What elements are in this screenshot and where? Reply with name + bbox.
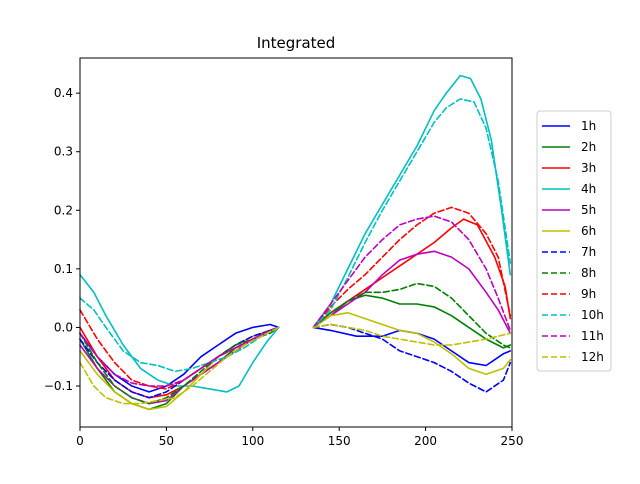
y-tick-label: 0.2	[54, 203, 73, 217]
legend-label-12h: 12h	[581, 350, 604, 364]
series-line-7h-segment-2	[312, 323, 512, 393]
series-line-9h-segment-1	[79, 309, 280, 390]
x-tick-label: 50	[159, 434, 174, 448]
legend-label-8h: 8h	[581, 266, 596, 280]
series-line-3h-segment-2	[312, 218, 512, 329]
series-line-10h-segment-1	[79, 297, 280, 373]
legend-box	[536, 110, 612, 372]
y-tick-label: 0.4	[54, 86, 73, 100]
x-tick-label: 250	[501, 434, 524, 448]
series-line-11h-segment-1	[79, 326, 280, 387]
series-line-6h-segment-2	[312, 312, 512, 376]
series-line-12h-segment-1	[79, 326, 280, 405]
series-line-9h-segment-2	[312, 206, 512, 329]
legend-label-10h: 10h	[581, 308, 604, 322]
x-tick-label: 100	[241, 434, 264, 448]
y-tick-label: −0.1	[44, 379, 73, 393]
legend-label-6h: 6h	[581, 224, 596, 238]
legend-label-9h: 9h	[581, 287, 596, 301]
legend: 1h 2h 3h 4h 5h 6h 7h 8h 9h 10h 11h 12h	[536, 110, 612, 372]
x-tick-label: 150	[328, 434, 351, 448]
series-line-11h-segment-2	[312, 215, 512, 332]
legend-label-7h: 7h	[581, 245, 596, 259]
y-tick-label: 0.0	[54, 320, 73, 334]
y-tick-label: 0.3	[54, 145, 73, 159]
chart-title: Integrated	[257, 34, 336, 52]
x-axis: 0 50 100 150 200 250	[76, 427, 523, 448]
legend-label-2h: 2h	[581, 140, 596, 154]
x-tick-label: 200	[414, 434, 437, 448]
series-line-1h-segment-2	[312, 326, 512, 367]
plot-frame	[79, 57, 513, 428]
legend-label-3h: 3h	[581, 161, 596, 175]
series-layer	[79, 74, 512, 411]
series-line-4h-segment-2	[312, 74, 512, 329]
y-axis: −0.1 0.0 0.1 0.2 0.3 0.4	[44, 86, 80, 393]
y-tick-label: 0.1	[54, 262, 73, 276]
series-line-5h-segment-2	[312, 250, 512, 335]
legend-label-5h: 5h	[581, 203, 596, 217]
series-line-6h-segment-1	[79, 326, 280, 411]
x-tick-label: 0	[76, 434, 84, 448]
series-line-10h-segment-2	[312, 98, 512, 329]
legend-label-1h: 1h	[581, 119, 596, 133]
legend-label-11h: 11h	[581, 329, 604, 343]
legend-label-4h: 4h	[581, 182, 596, 196]
series-line-12h-segment-2	[312, 323, 512, 346]
series-line-8h-segment-2	[312, 282, 512, 349]
